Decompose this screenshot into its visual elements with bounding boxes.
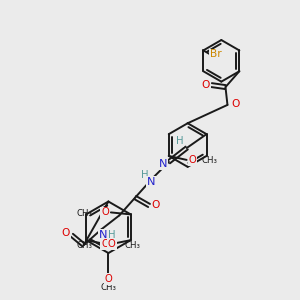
Text: O: O <box>189 155 196 165</box>
Text: H: H <box>108 230 115 240</box>
Text: N: N <box>159 159 167 169</box>
Text: H: H <box>141 170 149 180</box>
Text: H: H <box>176 136 184 146</box>
Text: O: O <box>101 239 109 249</box>
Text: CH₃: CH₃ <box>76 241 92 250</box>
Text: O: O <box>152 200 160 211</box>
Text: O: O <box>202 80 210 90</box>
Text: CH₃: CH₃ <box>202 156 218 165</box>
Text: Br: Br <box>210 50 222 59</box>
Text: O: O <box>104 274 112 284</box>
Text: O: O <box>62 228 70 238</box>
Text: N: N <box>99 230 108 240</box>
Text: O: O <box>108 239 116 249</box>
Text: CH₃: CH₃ <box>100 283 116 292</box>
Text: CH₃: CH₃ <box>125 241 141 250</box>
Text: O: O <box>231 99 240 109</box>
Text: O: O <box>101 207 109 218</box>
Text: CH₃: CH₃ <box>76 209 92 218</box>
Text: N: N <box>147 177 155 187</box>
